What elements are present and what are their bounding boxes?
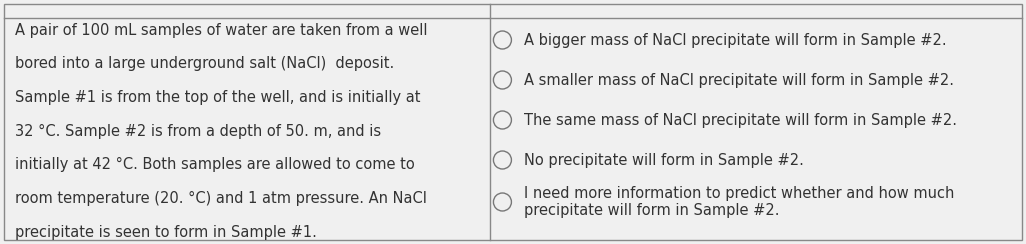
Text: The same mass of NaCl precipitate will form in Sample #2.: The same mass of NaCl precipitate will f… — [524, 112, 957, 128]
Text: 32 °C. Sample #2 is from a depth of 50. m, and is: 32 °C. Sample #2 is from a depth of 50. … — [15, 123, 381, 139]
Text: initially at 42 °C. Both samples are allowed to come to: initially at 42 °C. Both samples are all… — [15, 157, 415, 172]
Text: A bigger mass of NaCl precipitate will form in Sample #2.: A bigger mass of NaCl precipitate will f… — [524, 32, 947, 48]
Text: precipitate is seen to form in Sample #1.: precipitate is seen to form in Sample #1… — [15, 224, 317, 240]
Text: A smaller mass of NaCl precipitate will form in Sample #2.: A smaller mass of NaCl precipitate will … — [524, 72, 954, 88]
Text: A pair of 100 mL samples of water are taken from a well: A pair of 100 mL samples of water are ta… — [15, 22, 428, 38]
Text: I need more information to predict whether and how much
precipitate will form in: I need more information to predict wheth… — [524, 186, 955, 218]
Text: No precipitate will form in Sample #2.: No precipitate will form in Sample #2. — [524, 152, 804, 167]
Text: Sample #1 is from the top of the well, and is initially at: Sample #1 is from the top of the well, a… — [15, 90, 421, 105]
Text: room temperature (20. °C) and 1 atm pressure. An NaCl: room temperature (20. °C) and 1 atm pres… — [15, 191, 427, 206]
Text: bored into a large underground salt (NaCl)  deposit.: bored into a large underground salt (NaC… — [15, 56, 394, 71]
